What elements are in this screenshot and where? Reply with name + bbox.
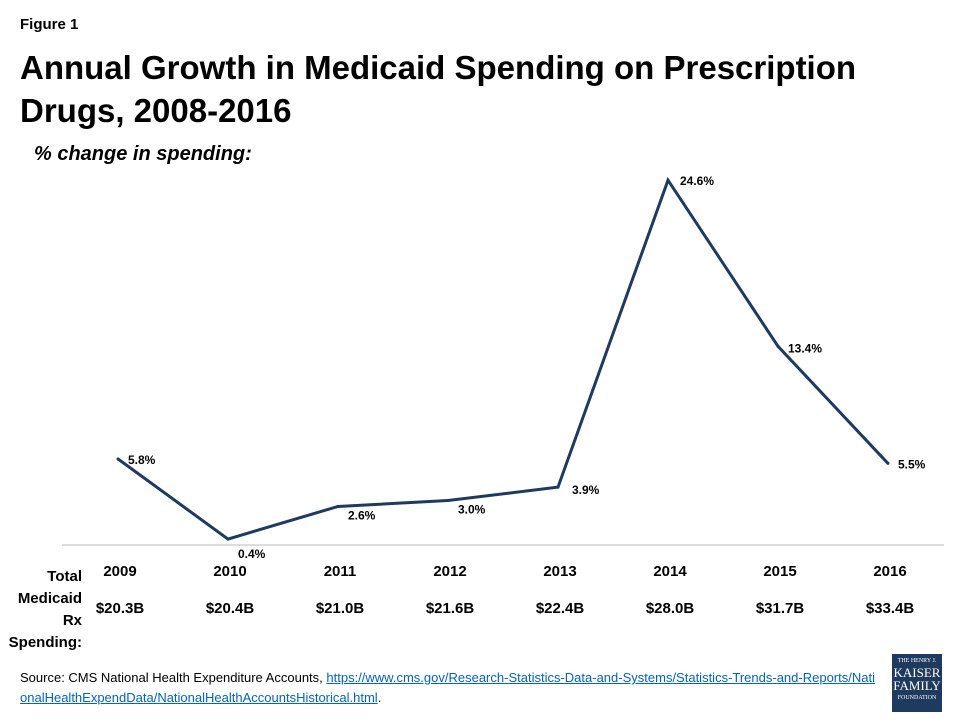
x-tick-label: 2009 bbox=[103, 563, 136, 580]
x-tick-label: 2016 bbox=[873, 563, 906, 580]
chart-title: Annual Growth in Medicaid Spending on Pr… bbox=[20, 49, 857, 129]
source-link[interactable]: https://www.cms.gov/Research-Statistics-… bbox=[20, 670, 875, 705]
figure-label: Figure 1 bbox=[20, 16, 79, 33]
data-label: 3.0% bbox=[458, 503, 486, 517]
data-point bbox=[556, 485, 560, 489]
total-spending-value: $31.7B bbox=[756, 600, 805, 617]
data-point bbox=[446, 499, 450, 503]
data-point bbox=[666, 178, 670, 182]
data-point bbox=[886, 461, 890, 465]
source-note: Source: CMS National Health Expenditure … bbox=[20, 668, 880, 708]
total-spending-value: $33.4B bbox=[866, 600, 915, 617]
source-prefix: Source: CMS National Health Expenditure … bbox=[20, 670, 327, 685]
x-tick-label: 2013 bbox=[543, 563, 576, 580]
data-point bbox=[336, 504, 340, 508]
data-label: 0.4% bbox=[238, 547, 266, 561]
data-label: 3.9% bbox=[572, 483, 600, 497]
y-axis-label: % change in spending: bbox=[34, 143, 252, 165]
data-label: 13.4% bbox=[788, 341, 822, 355]
source-suffix: . bbox=[377, 690, 382, 705]
kff-logo: THE HENRY J. KAISER FAMILY FOUNDATION bbox=[892, 654, 942, 712]
total-spending-value: $21.6B bbox=[426, 600, 475, 617]
data-point bbox=[226, 537, 230, 541]
x-tick-label: 2015 bbox=[763, 563, 796, 580]
series-line bbox=[117, 176, 890, 541]
total-spending-value: $20.3B bbox=[96, 600, 145, 617]
data-label: 5.5% bbox=[898, 457, 926, 471]
data-point bbox=[776, 344, 780, 348]
data-point bbox=[116, 457, 120, 461]
total-spending-row-label: Total Medicaid Rx Spending: bbox=[8, 568, 82, 651]
total-spending-value: $28.0B bbox=[646, 600, 695, 617]
data-label: 5.8% bbox=[128, 453, 156, 467]
total-spending-value: $21.0B bbox=[316, 600, 365, 617]
x-tick-label: 2011 bbox=[324, 563, 357, 580]
total-spending-value: $20.4B bbox=[206, 600, 255, 617]
data-label: 24.6% bbox=[680, 174, 714, 188]
data-label: 2.6% bbox=[348, 508, 376, 522]
x-tick-label: 2014 bbox=[653, 563, 687, 580]
x-tick-label: 2012 bbox=[433, 563, 466, 580]
x-tick-label: 2010 bbox=[213, 563, 246, 580]
total-spending-value: $22.4B bbox=[536, 600, 585, 617]
